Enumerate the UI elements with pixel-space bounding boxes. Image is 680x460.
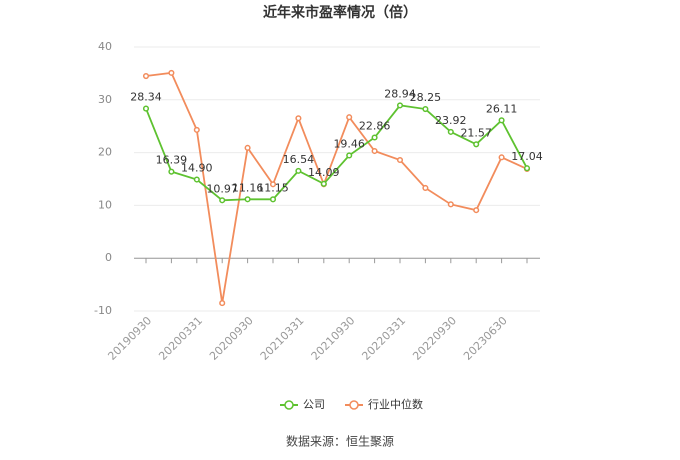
point xyxy=(219,197,226,204)
point xyxy=(473,141,480,148)
point xyxy=(193,126,200,133)
point xyxy=(219,300,226,307)
point xyxy=(168,168,175,175)
point xyxy=(523,165,531,172)
data-label: 17.04 xyxy=(511,150,543,163)
x-tick-label: 20200930 xyxy=(207,314,256,363)
point xyxy=(498,117,505,124)
point xyxy=(269,181,277,188)
data-label: 28.25 xyxy=(410,91,442,104)
legend-marker xyxy=(284,400,294,410)
data-label: 16.54 xyxy=(283,153,315,166)
point xyxy=(346,152,353,159)
point xyxy=(396,156,404,164)
legend-label: 行业中位数 xyxy=(368,397,423,411)
x-tick-label: 20190930 xyxy=(105,314,154,363)
point xyxy=(447,128,454,135)
point xyxy=(371,134,378,141)
data-label: 11.15 xyxy=(257,181,289,194)
point xyxy=(422,184,429,192)
data-label: 21.57 xyxy=(460,126,492,139)
data-label: 22.86 xyxy=(359,119,391,132)
point xyxy=(498,154,505,161)
x-tick-label: 20220930 xyxy=(410,314,459,363)
data-label: 28.34 xyxy=(130,91,162,104)
point xyxy=(295,115,302,122)
series-line xyxy=(145,104,528,202)
point xyxy=(295,167,302,174)
legend-label: 公司 xyxy=(303,398,325,411)
point xyxy=(320,180,327,187)
point xyxy=(447,201,454,208)
point xyxy=(193,176,200,183)
series-line xyxy=(145,71,528,304)
y-tick-label: 40 xyxy=(98,40,112,53)
x-tick-label: 20200331 xyxy=(156,314,205,363)
y-tick-label: 10 xyxy=(98,198,112,211)
point xyxy=(346,114,353,121)
legend-marker xyxy=(349,400,359,410)
point xyxy=(168,69,175,76)
data-label: 14.90 xyxy=(181,162,213,175)
point xyxy=(473,207,480,214)
point xyxy=(269,196,277,203)
y-tick-label: 30 xyxy=(98,93,112,106)
point xyxy=(244,196,251,203)
x-tick-label: 20210930 xyxy=(309,314,358,363)
x-tick-label: 20230630 xyxy=(461,314,510,363)
x-tick-label: 20220331 xyxy=(359,314,408,363)
point xyxy=(142,72,150,80)
point xyxy=(396,102,404,109)
y-tick-label: 0 xyxy=(105,251,112,264)
data-label: 10.97 xyxy=(206,182,238,195)
data-label: 26.11 xyxy=(486,102,518,115)
data-label: 11.16 xyxy=(232,181,264,194)
chart-title: 近年来市盈率情况（倍） xyxy=(263,4,417,21)
data-label: 16.39 xyxy=(156,154,188,167)
point xyxy=(244,144,251,151)
data-label: 19.46 xyxy=(333,137,365,150)
data-label: 23.92 xyxy=(435,114,467,127)
source-note: 数据来源：恒生聚源 xyxy=(286,434,394,449)
data-label: 28.94 xyxy=(384,87,416,100)
x-tick-label: 20210331 xyxy=(258,314,307,363)
point xyxy=(142,105,150,112)
y-tick-label: -10 xyxy=(94,304,112,317)
point xyxy=(422,105,429,113)
data-label: 14.09 xyxy=(308,166,340,179)
point xyxy=(371,147,378,155)
y-tick-label: 20 xyxy=(98,146,112,159)
